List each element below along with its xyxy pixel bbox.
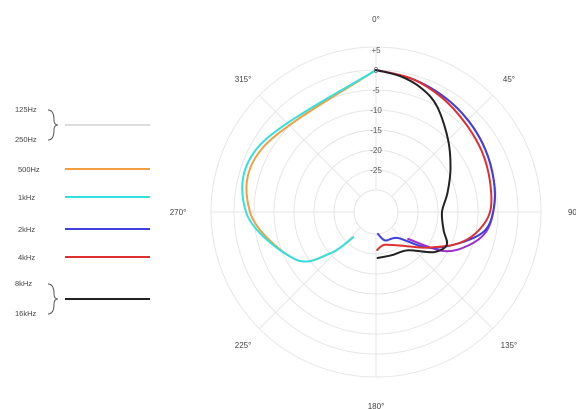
legend: 125Hz 250Hz 500Hz 1kHz 2kHz 4kHz 8kHz 16kHz: [15, 105, 150, 318]
radial-tick-labels: +5 0 -5 -10 -15 -20 -25: [370, 46, 382, 175]
grid-spoke: [391, 94, 494, 197]
legend-label: 250Hz: [15, 135, 37, 144]
angle-label: 270°: [170, 208, 187, 217]
angle-label: 225°: [235, 341, 252, 350]
radial-tick-label: -25: [370, 166, 382, 175]
radial-tick-label: 0: [374, 66, 379, 75]
series-curve-1: [241, 69, 377, 263]
angle-label: 0°: [372, 15, 380, 24]
legend-label: 8kHz: [15, 279, 32, 288]
radial-tick-label: +5: [371, 46, 381, 55]
angle-label: 315°: [235, 75, 252, 84]
legend-label: 1kHz: [18, 193, 35, 202]
angle-label: 45°: [503, 75, 515, 84]
angle-labels: 0° 45° 90° 135° 180° 225° 270° 315°: [170, 15, 576, 409]
angle-label: 90°: [568, 208, 576, 217]
radial-tick-label: -20: [370, 146, 382, 155]
legend-label: 2kHz: [18, 225, 35, 234]
series-curve-0: [245, 69, 377, 263]
series-curve-4: [375, 69, 493, 251]
radial-tick-label: -15: [370, 126, 382, 135]
legend-brace: [47, 283, 59, 315]
series-curve-5: [375, 69, 452, 259]
grid-ring-inner: [353, 189, 399, 235]
grid-spoke: [258, 94, 361, 197]
polar-curves: [241, 69, 497, 263]
legend-label: 125Hz: [15, 105, 37, 114]
legend-label: 16kHz: [15, 309, 37, 318]
legend-label: 4kHz: [18, 253, 35, 262]
radial-tick-label: -10: [370, 106, 382, 115]
angle-label: 180°: [368, 402, 385, 409]
radial-tick-label: -5: [372, 86, 380, 95]
polar-grid: [210, 46, 542, 378]
grid-spoke: [391, 227, 494, 330]
angle-label: 135°: [501, 341, 518, 350]
series-curve-3: [375, 69, 497, 249]
legend-label: 500Hz: [18, 165, 40, 174]
legend-brace: [47, 109, 59, 141]
